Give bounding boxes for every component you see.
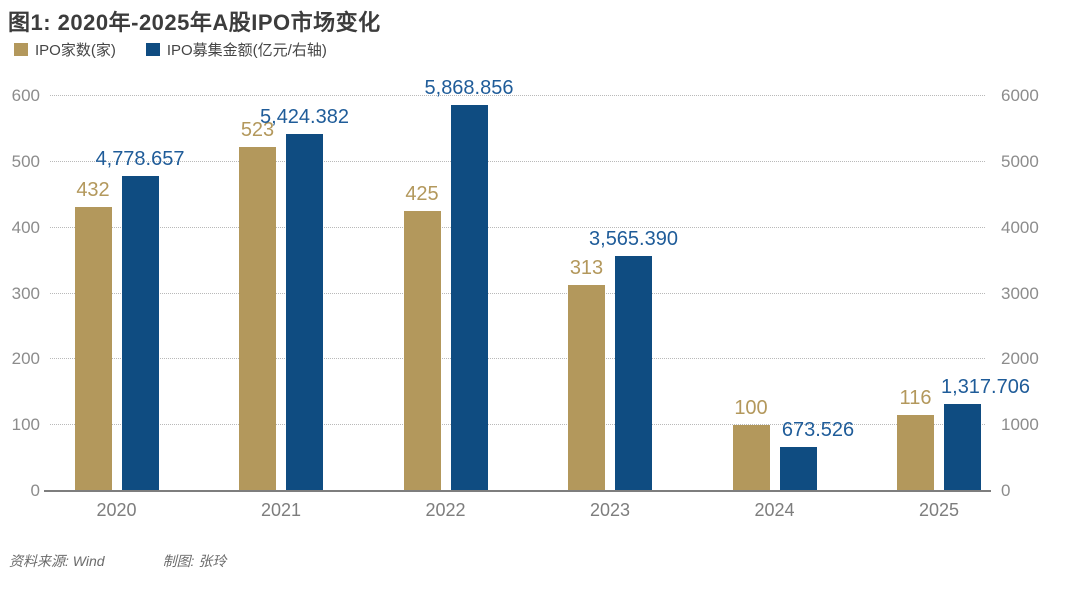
left-axis-tick-300: 300	[11, 283, 40, 303]
x-axis-label-2020: 2020	[96, 500, 137, 520]
legend-label-ipo-proceeds: IPO募集金额(亿元/右轴)	[166, 42, 327, 59]
bar-ipo-count-2025	[897, 414, 934, 491]
value-label-ipo-count-2021: 523	[240, 118, 275, 141]
right-axis-tick-2000: 2000	[1001, 349, 1039, 369]
left-axis-tick-600: 600	[11, 86, 40, 105]
x-axis-label-2025: 2025	[918, 500, 960, 520]
plot-area: 0 0 100 1000 200 2000 300 3000 400 4000 500 5000 600…	[12, 77, 1039, 520]
gridline-300	[50, 292, 985, 294]
bar-ipo-proceeds-2024	[779, 446, 817, 491]
x-axis-label-2021: 2021	[260, 500, 302, 520]
bar-ipo-count-2020	[74, 206, 112, 491]
bar-group-2023: 313 3,565.390 2023	[568, 96, 678, 520]
bar-group-2021: 523 5,424.382 2021	[239, 96, 349, 520]
value-label-ipo-count-2025: 116	[899, 386, 932, 409]
legend-item-ipo-count: IPO家数(家)	[14, 39, 116, 60]
right-axis-tick-5000: 5000	[1001, 151, 1039, 171]
bar-ipo-count-2022	[403, 211, 441, 491]
left-axis-tick-200: 200	[11, 349, 40, 369]
value-label-ipo-count-2020: 432	[76, 178, 110, 201]
value-label-ipo-proceeds-2025: 1,317.706	[941, 376, 1030, 399]
source-text: 资料来源: Wind	[9, 553, 105, 569]
bar-group-2025: 116 1,317.706 2025	[897, 96, 1030, 520]
value-label-ipo-count-2022: 425	[405, 183, 439, 206]
legend-item-ipo-proceeds: IPO募集金额(亿元/右轴)	[145, 39, 327, 60]
bar-group-2022: 425 5,868.856 2022	[403, 77, 513, 520]
right-axis-tick-3000: 3000	[1001, 283, 1039, 303]
gridline-400	[50, 226, 985, 228]
x-axis-label-2023: 2023	[589, 500, 631, 520]
footer: 资料来源: Wind 制图: 张玲	[9, 551, 226, 571]
right-axis-tick-1000: 1000	[1001, 415, 1039, 435]
value-label-ipo-proceeds-2020: 4,778.657	[95, 148, 185, 171]
credit-text: 制图: 张玲	[162, 553, 227, 569]
bar-ipo-count-2023	[568, 284, 605, 491]
bar-ipo-count-2024	[732, 425, 770, 491]
left-axis-tick-0: 0	[30, 481, 40, 500]
bar-ipo-proceeds-2023	[615, 256, 652, 491]
right-axis-tick-4000: 4000	[1001, 217, 1039, 237]
value-label-ipo-proceeds-2023: 3,565.390	[589, 228, 678, 251]
left-axis-tick-500: 500	[11, 151, 40, 171]
x-axis-label-2024: 2024	[754, 500, 795, 520]
x-axis-label-2022: 2022	[425, 500, 466, 520]
chart-title: 图1: 2020年-2025年A股IPO市场变化	[8, 10, 381, 35]
gridline-500	[50, 160, 985, 162]
bar-group-2024: 100 673.526 2024	[732, 96, 854, 520]
value-label-ipo-proceeds-2024: 673.526	[781, 418, 855, 441]
bar-ipo-proceeds-2021	[286, 133, 323, 491]
gridline-600	[50, 95, 985, 96]
value-label-ipo-proceeds-2022: 5,868.856	[424, 76, 514, 99]
gridline-100	[50, 424, 985, 426]
value-label-ipo-proceeds-2021: 5,424.382	[260, 105, 349, 128]
legend: IPO家数(家) IPO募集金额(亿元/右轴)	[14, 39, 357, 60]
bar-group-2020: 432 4,778.657 2020	[74, 96, 184, 520]
bar-ipo-proceeds-2025	[944, 404, 981, 491]
left-axis-tick-100: 100	[11, 415, 40, 435]
x-axis-line	[44, 490, 991, 492]
left-axis-tick-400: 400	[11, 217, 40, 237]
legend-swatch-gold-icon	[14, 43, 28, 56]
right-axis-tick-6000: 6000	[1001, 86, 1039, 105]
bar-ipo-count-2021	[239, 146, 276, 491]
legend-label-ipo-count: IPO家数(家)	[35, 42, 116, 59]
legend-swatch-blue-icon	[145, 43, 160, 56]
value-label-ipo-count-2023: 313	[569, 256, 604, 279]
gridline-200	[50, 358, 985, 360]
bar-ipo-proceeds-2022	[450, 104, 488, 491]
bar-ipo-proceeds-2020	[121, 176, 159, 491]
value-label-ipo-count-2024: 100	[734, 397, 768, 420]
right-axis-tick-0: 0	[1001, 481, 1011, 500]
